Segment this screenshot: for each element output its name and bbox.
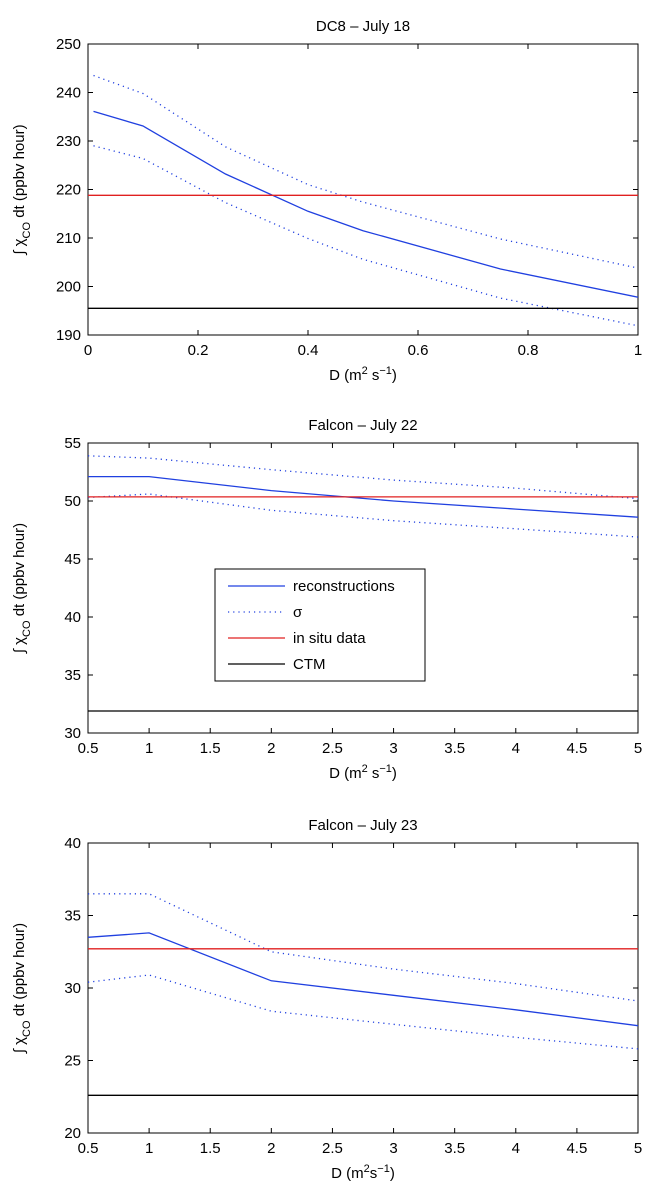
x-tick-label: 0.4 [298,342,319,359]
series-line-sigma-bound [93,145,639,327]
legend-label: CTM [293,656,326,673]
plot-frame [87,842,639,1134]
y-tick-label: 30 [64,980,81,997]
legend-label: reconstructions [293,578,395,595]
x-tick-label: 4 [512,740,520,757]
x-tick-label: 5 [634,740,642,757]
y-tick-label: 55 [64,435,81,452]
y-tick-label: 200 [56,279,81,296]
y-tick-label: 35 [64,908,81,925]
x-tick-label: 0.6 [408,342,429,359]
x-tick-label: 5 [634,1140,642,1157]
chart-panel-1: 0 0.2 0.4 0.6 0.8 1 190 200 210 220 230 240 250 DC8 –… [11,18,642,384]
x-tick-label: 1 [145,1140,153,1157]
y-tick-label: 210 [56,230,81,247]
plot-frame [87,442,639,734]
y-tick-label: 240 [56,85,81,102]
series-line-sigma-bound [88,893,639,1002]
y-tick-label: 190 [56,327,81,344]
x-tick-label: 0.2 [188,342,209,359]
x-tick-label: 3 [389,740,397,757]
x-tick-label: 2.5 [322,1140,343,1157]
x-tick-label: 1 [145,740,153,757]
series-line-sigma-bound [93,74,639,269]
legend: reconstructions σ in situ data CTM [214,568,426,682]
series-line-sigma-bound [87,493,639,538]
y-tick-label: 30 [64,725,81,742]
plot-frame [87,43,639,336]
legend-label: σ [293,604,303,621]
y-axis-label: ∫ χCO dt (ppbv hour) [11,124,33,255]
y-tick-label: 230 [56,133,81,150]
y-tick-label: 50 [64,493,81,510]
chart-panel-2: 0.5 1 1.5 2 2.5 3 3.5 4 4.5 5 30 35 40 45 50 55 Falcon –… [11,417,642,782]
y-tick-label: 250 [56,36,81,53]
x-tick-label: 2.5 [322,740,343,757]
series-line-sigma-bound [87,974,639,1050]
x-tick-label: 0.5 [78,740,99,757]
x-tick-label: 1 [634,342,642,359]
series-line-sigma-bound [87,455,639,500]
x-tick-label: 2 [267,740,275,757]
y-tick-label: 25 [64,1053,81,1070]
legend-box [214,568,426,682]
y-tick-label: 220 [56,182,81,199]
x-tick-label: 4.5 [566,1140,587,1157]
y-tick-label: 35 [64,667,81,684]
x-axis-label: D (m2 s−1) [329,763,397,782]
x-tick-label: 0.5 [78,1140,99,1157]
y-tick-label: 40 [64,835,81,852]
y-tick-label: 40 [64,609,81,626]
x-tick-label: 0 [84,342,92,359]
x-tick-label: 1.5 [200,1140,221,1157]
y-tick-label: 20 [64,1125,81,1142]
chart-title: Falcon – July 22 [308,417,417,434]
x-tick-label: 4.5 [566,740,587,757]
x-tick-label: 1.5 [200,740,221,757]
x-tick-label: 4 [512,1140,520,1157]
x-axis-label: D (m2 s−1) [329,365,397,384]
y-axis-label: ∫ χCO dt (ppbv hour) [11,523,33,654]
x-tick-label: 0.8 [518,342,539,359]
series-line-reconstructions [88,475,639,518]
chart-panel-3: 0.5 1 1.5 2 2.5 3 3.5 4 4.5 5 20 25 30 35 40 Falcon – J… [11,817,642,1182]
x-axis-label: D (m2s−1) [331,1163,395,1182]
x-tick-label: 3.5 [444,740,465,757]
series-line-reconstructions [87,932,639,1027]
series-line-reconstructions [93,110,639,298]
chart-title: DC8 – July 18 [316,18,410,35]
chart-title: Falcon – July 23 [308,817,417,834]
x-tick-label: 3 [389,1140,397,1157]
x-tick-label: 2 [267,1140,275,1157]
x-tick-label: 3.5 [444,1140,465,1157]
y-axis-label: ∫ χCO dt (ppbv hour) [11,923,33,1054]
legend-label: in situ data [293,630,366,647]
y-tick-label: 45 [64,551,81,568]
